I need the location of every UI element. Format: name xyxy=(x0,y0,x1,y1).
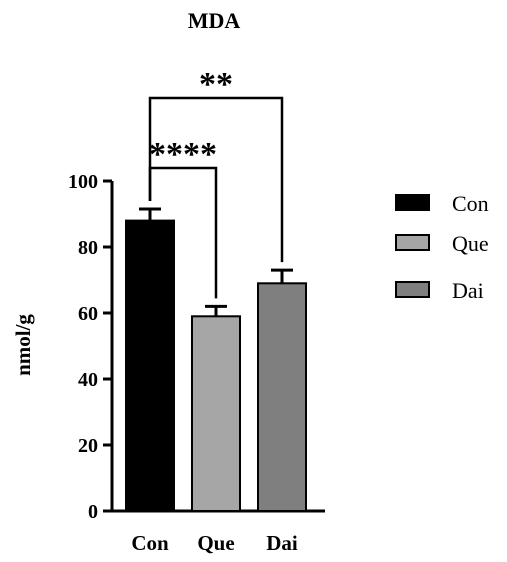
legend-label: Dai xyxy=(452,278,484,303)
y-tick-label: 80 xyxy=(78,237,98,259)
legend-swatch-con xyxy=(395,194,430,211)
y-tick-label: 20 xyxy=(78,435,98,457)
y-tick-label: 60 xyxy=(78,303,98,325)
x-tick-label: Dai xyxy=(266,531,298,555)
significance-label: ** xyxy=(199,66,233,103)
legend-label: Que xyxy=(452,231,489,256)
significance-bracket xyxy=(148,96,284,263)
y-tick-label: 100 xyxy=(68,171,98,193)
bar-que xyxy=(191,315,241,512)
bars: Con Que Dai xyxy=(125,207,307,555)
bar-dai xyxy=(257,282,307,512)
x-tick-label: Con xyxy=(131,531,169,555)
bar-con xyxy=(125,219,175,512)
y-tick-label: 0 xyxy=(88,501,98,523)
x-tick-label: Que xyxy=(197,531,234,555)
legend-swatch-que xyxy=(395,234,430,251)
legend-label: Con xyxy=(452,191,489,216)
y-tick-label: 40 xyxy=(78,369,98,391)
y-axis-label: nmol/g xyxy=(11,314,35,376)
legend-swatch-dai xyxy=(395,281,430,298)
legend: Con Que Dai xyxy=(395,191,489,303)
chart-title: MDA xyxy=(188,8,241,33)
significance-brackets: ****** xyxy=(148,66,284,299)
significance-label: **** xyxy=(149,136,217,173)
